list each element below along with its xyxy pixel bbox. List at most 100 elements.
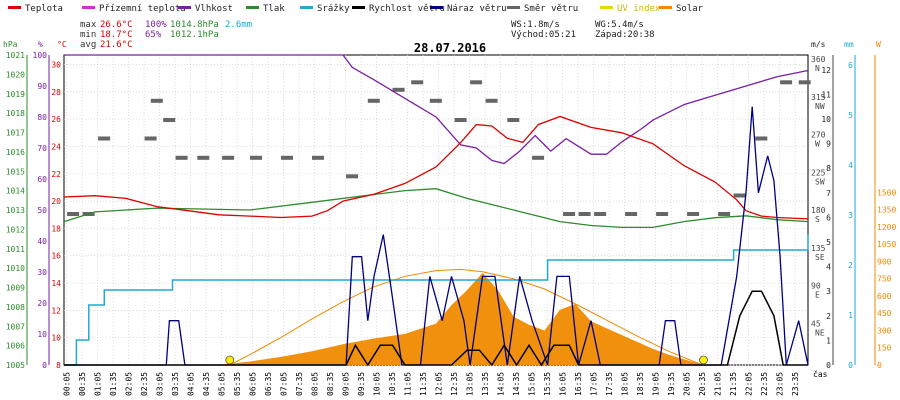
wind-gust-line [64,106,809,366]
hpa-tick-label: 1012 [6,225,25,234]
w-tick-label: 1050 [877,240,896,249]
c-tick-label: 22 [51,170,61,179]
legend-label: Solar [676,4,704,14]
wind-direction-mark [98,136,111,141]
legend-swatch [8,6,21,9]
pct-tick-label: 10 [37,330,47,339]
wind-direction-mark [197,155,210,160]
x-tick-label: 22:35 [760,372,769,396]
wind-direction-mark [687,212,700,216]
ms-tick-label: 11 [821,90,831,99]
c-tick-label: 30 [51,61,61,70]
c-tick-label: 12 [51,306,61,315]
dir-tick-label: SW [815,177,825,186]
mm-tick-label: 2 [848,261,853,270]
x-tick-label: 15:35 [543,372,552,396]
wind-direction-mark [470,80,483,85]
dir-tick-degrees: 90 [811,282,821,291]
legend-label: Srážky [317,4,350,14]
dir-tick-degrees: 270 [811,131,826,140]
wind-direction-mark [625,212,638,216]
pct-tick-label: 40 [37,237,47,246]
c-tick-label: 24 [51,142,61,151]
mm-tick-label: 5 [848,111,853,120]
stats-max-press: 1014.8hPa [170,20,219,30]
ms-tick-label: 2 [826,312,831,321]
stats-avg-temp: 21.6°C [100,40,133,50]
dir-tick-degrees: 135 [811,244,826,253]
legend-swatch [178,6,191,9]
uv-marker [225,355,235,365]
x-tick-label: 14:35 [512,372,521,396]
x-tick-label: 15:05 [528,372,537,396]
wind-direction-mark [392,87,405,92]
pct-tick-label: 30 [37,268,47,277]
x-tick-label: 02:35 [140,372,149,396]
x-tick-label: 11:35 [419,372,428,396]
dir-tick-degrees: 360 [811,55,826,64]
wind-direction-mark [250,155,262,160]
x-tick-label: 17:05 [590,372,599,396]
x-tick-label: 05:05 [218,372,227,396]
x-tick-label: 07:05 [280,372,289,396]
legend-label: Tlak [263,4,285,14]
hpa-tick-label: 1018 [6,109,25,118]
pct-tick-label: 80 [37,113,47,122]
x-tick-label: 21:05 [714,372,723,396]
dir-tick-label: NW [815,102,825,111]
stats-sunrise: Východ:05:21 [511,30,576,40]
stats-wind-gust: WG:5.4m/s [595,20,644,30]
x-tick-label: 21:35 [729,372,738,396]
legend-swatch [430,6,443,9]
wind-direction-mark [281,155,293,160]
temperature-line [63,115,809,220]
wind-direction-mark [532,155,545,160]
x-tick-label: 08:35 [326,372,335,396]
legend-swatch [300,6,313,9]
c-tick-label: 20 [51,197,61,206]
x-tick-label: 10:35 [388,372,397,396]
c-axis-title: °C [57,40,67,49]
c-tick-label: 28 [51,88,61,97]
legend-swatch [507,6,520,9]
ms-tick-label: 0 [826,361,831,370]
wind-direction-mark [429,98,442,103]
x-tick-label: 18:05 [621,372,630,396]
x-tick-label: 03:35 [171,372,180,396]
uv-marker [699,355,708,365]
x-tick-label: 13:35 [481,372,490,396]
ms-tick-label: 9 [826,140,831,149]
w-tick-label: 750 [877,275,892,284]
mm-axis-title: mm [844,40,854,49]
hpa-tick-label: 1005 [6,361,25,370]
w-axis-title: W [876,40,881,49]
wind-direction-mark [346,174,359,179]
x-tick-label: 18:35 [636,372,645,396]
x-tick-label: 11:05 [404,372,413,396]
dir-tick-degrees: 315 [811,93,826,102]
dir-tick-label: W [815,140,820,149]
x-tick-label: 08:05 [311,372,320,396]
pct-axis-title: % [38,40,43,49]
hpa-tick-label: 1020 [6,70,25,79]
wind-direction-mark [733,193,746,198]
dir-tick-degrees: 180 [811,206,826,215]
hpa-tick-label: 1006 [6,342,25,351]
stats-sunset: Západ:20:38 [595,30,655,40]
mm-tick-label: 6 [848,61,853,70]
dir-tick-label: E [815,291,820,300]
hpa-tick-label: 1017 [6,129,25,138]
dir-tick-degrees: 45 [811,319,821,328]
x-tick-label: 02:05 [125,372,134,396]
w-tick-label: 1200 [877,223,896,232]
wind-direction-mark [718,212,731,216]
wind-direction-mark [485,98,498,103]
ms-tick-label: 5 [826,238,831,247]
w-tick-label: 0 [877,361,882,370]
x-tick-label: 20:35 [698,372,707,396]
wind-direction-mark [563,212,576,216]
w-tick-label: 900 [877,257,892,266]
wind-direction-mark [507,118,520,122]
wind-direction-mark [594,212,607,216]
